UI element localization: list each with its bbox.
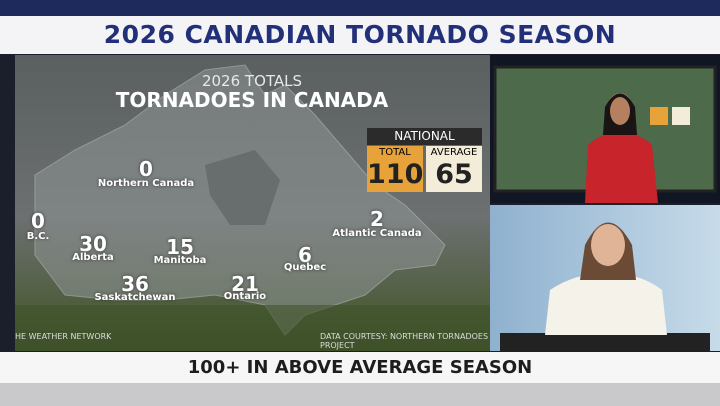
region-name: Atlantic Canada [332,228,422,239]
headline-title: 2026 CANADIAN TORNADO SEASON [0,16,720,54]
average-value: 65 [435,159,473,190]
studio-panel [490,205,720,351]
region-count: 30 [79,232,107,256]
studio-scene [493,65,717,203]
region-count: 2 [370,207,384,231]
graphic-title: TORNADOES IN CANADA [115,88,389,112]
graphic-subtitle: 2026 TOTALS [201,72,303,90]
region-name: Saskatchewan [94,292,176,303]
lower-third: 100+ IN ABOVE AVERAGE SEASON [0,352,720,383]
region-name: Northern Canada [97,178,195,189]
studio-scene [500,222,710,351]
region-count: 6 [298,243,312,267]
footer-source: DATA COURTESY: NORTHERN TORNADOES PROJEC… [320,332,489,350]
region-name: Ontario [223,291,267,302]
region-name: Quebec [283,262,327,273]
region-count: 0 [31,209,45,233]
region-name: Manitoba [153,255,207,266]
region-name: Alberta [72,252,114,263]
average-label: AVERAGE [430,147,478,158]
map-shape [15,64,490,351]
region-count: 15 [166,235,194,259]
region-name: B.C. [26,231,50,242]
region-count: 21 [231,272,259,296]
national-label: NATIONAL [367,128,482,145]
total-label: TOTAL [379,147,411,158]
bottom-band [0,383,720,406]
footer-credit: HE WEATHER NETWORK [15,332,112,341]
total-value: 110 [367,159,424,190]
studio-panel [490,55,720,203]
total-box: TOTAL 110 [367,146,423,192]
map-graphic: 2026 TOTALS TORNADOES IN CANADA NATIONAL… [15,55,490,351]
region-count: 0 [139,157,153,181]
average-box: AVERAGE 65 [426,146,482,192]
region-count: 36 [121,272,149,296]
top-band [0,0,720,16]
